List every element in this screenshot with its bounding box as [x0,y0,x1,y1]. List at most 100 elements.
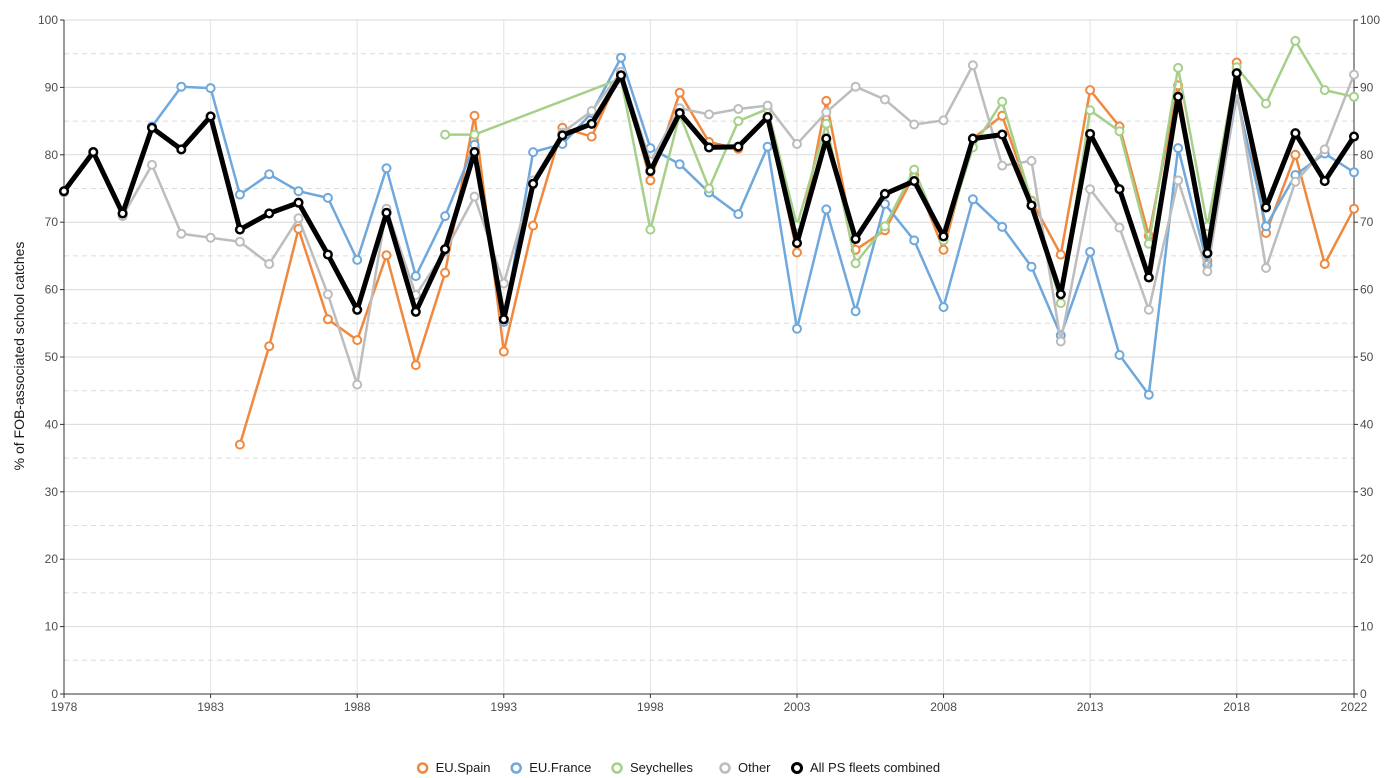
x-tick-label: 1993 [490,700,517,714]
data-point-seychelles [879,221,890,232]
data-point-eu-france [850,306,861,317]
data-point-eu-spain [528,220,539,231]
data-point-all-ps-fleets-combined [1290,128,1301,139]
data-point-all-ps-fleets-combined [733,141,744,152]
data-point-other [1026,155,1037,166]
data-point-eu-spain [1319,259,1330,269]
data-point-other [821,107,832,118]
data-point-all-ps-fleets-combined [1114,184,1125,195]
data-point-seychelles [997,96,1008,107]
data-point-eu-france [381,163,392,174]
data-point-eu-france [967,194,978,205]
data-point-eu-france [1085,246,1096,257]
data-point-eu-france [1349,167,1359,178]
data-point-seychelles [704,183,714,194]
legend-item-other: Other [719,760,771,775]
y-tick-label-right: 30 [1360,485,1374,499]
data-point-all-ps-fleets-combined [1055,289,1066,300]
data-point-all-ps-fleets-combined [1202,248,1213,259]
data-point-all-ps-fleets-combined [762,112,773,123]
y-tick-label-right: 60 [1360,283,1374,297]
y-tick-label-left: 40 [45,417,59,431]
data-point-other [792,139,802,149]
data-point-all-ps-fleets-combined [117,208,128,219]
data-point-seychelles [909,164,920,175]
legend: EU.Spain EU.France Seychelles Other All PS f… [416,760,940,775]
y-tick-label-left: 30 [45,485,59,499]
data-point-all-ps-fleets-combined [557,130,568,141]
legend-item-eu-spain: EU.Spain [416,760,491,775]
data-point-all-ps-fleets-combined [967,133,978,144]
data-point-other [352,379,363,390]
data-point-all-ps-fleets-combined [528,178,539,189]
data-point-eu-france [176,81,187,92]
legend-item-all-ps-fleets-combined: All PS fleets combined [791,760,940,775]
data-point-all-ps-fleets-combined [176,144,187,155]
data-point-eu-spain [792,247,802,258]
data-point-eu-france [528,147,539,158]
data-point-all-ps-fleets-combined [1260,202,1272,213]
data-point-eu-france [352,254,363,265]
legend-item-seychelles: Seychelles [611,760,693,775]
data-point-all-ps-fleets-combined [938,231,949,242]
y-tick-label-right: 0 [1360,687,1367,701]
x-tick-label: 1983 [197,700,224,714]
axes: 0 0 10 10 20 20 30 30 40 40 50 50 60 60 70 70 80 80 90 90 10… [38,13,1380,714]
y-tick-label-right: 50 [1360,350,1374,364]
y-tick-label-right: 70 [1360,215,1374,229]
data-point-eu-france [821,204,832,215]
data-point-seychelles [440,129,451,140]
data-point-other [997,160,1008,171]
data-point-eu-france [616,52,626,63]
data-point-other [469,191,480,202]
legend-label-all-ps-fleets-combined: All PS fleets combined [810,760,940,775]
data-point-other [1085,184,1096,195]
data-point-eu-spain [352,335,363,346]
data-point-all-ps-fleets-combined [791,238,803,249]
data-point-all-ps-fleets-combined [997,129,1008,140]
data-point-seychelles [1173,62,1184,73]
data-point-eu-spain [1290,149,1301,160]
legend-marker-eu-france [510,762,522,774]
x-tick-label: 2008 [930,700,957,714]
data-point-eu-spain [440,267,451,278]
data-point-eu-france [205,83,216,94]
data-point-eu-france [322,192,333,203]
data-point-eu-spain [821,95,832,106]
data-point-seychelles [821,118,832,129]
y-tick-label-left: 70 [45,215,59,229]
data-point-seychelles [1114,126,1125,137]
data-point-other [938,115,949,126]
data-point-other [234,236,245,247]
y-tick-label-right: 40 [1360,417,1374,431]
legend-marker-all-ps-fleets-combined [791,762,803,774]
y-tick-label-left: 20 [45,552,59,566]
y-tick-label-right: 20 [1360,552,1374,566]
data-point-eu-france [674,159,685,170]
data-point-other [264,259,275,269]
x-tick-label: 1988 [344,700,371,714]
legend-marker-other [719,762,731,774]
legend-label-other: Other [738,760,771,775]
data-point-eu-spain [1055,249,1066,260]
data-point-all-ps-fleets-combined [879,188,890,199]
data-point-all-ps-fleets-combined [469,147,480,158]
legend-label-seychelles: Seychelles [630,760,693,775]
data-point-eu-france [1261,221,1271,232]
data-point-eu-france [792,323,802,334]
data-point-eu-spain [938,244,949,255]
data-point-other [1319,144,1330,155]
data-point-all-ps-fleets-combined [674,107,685,119]
data-point-all-ps-fleets-combined [322,249,333,260]
data-point-other [147,159,157,170]
legend-label-eu-spain: EU.Spain [436,760,491,775]
data-point-all-ps-fleets-combined [1085,128,1096,139]
data-point-other [1143,304,1154,315]
data-point-eu-france [1173,143,1184,154]
data-point-all-ps-fleets-combined [498,314,509,325]
y-tick-label-left: 50 [45,350,59,364]
data-point-all-ps-fleets-combined [1348,131,1360,142]
y-tick-label-left: 90 [45,80,59,94]
data-point-other [967,60,978,71]
data-point-all-ps-fleets-combined [410,306,421,317]
